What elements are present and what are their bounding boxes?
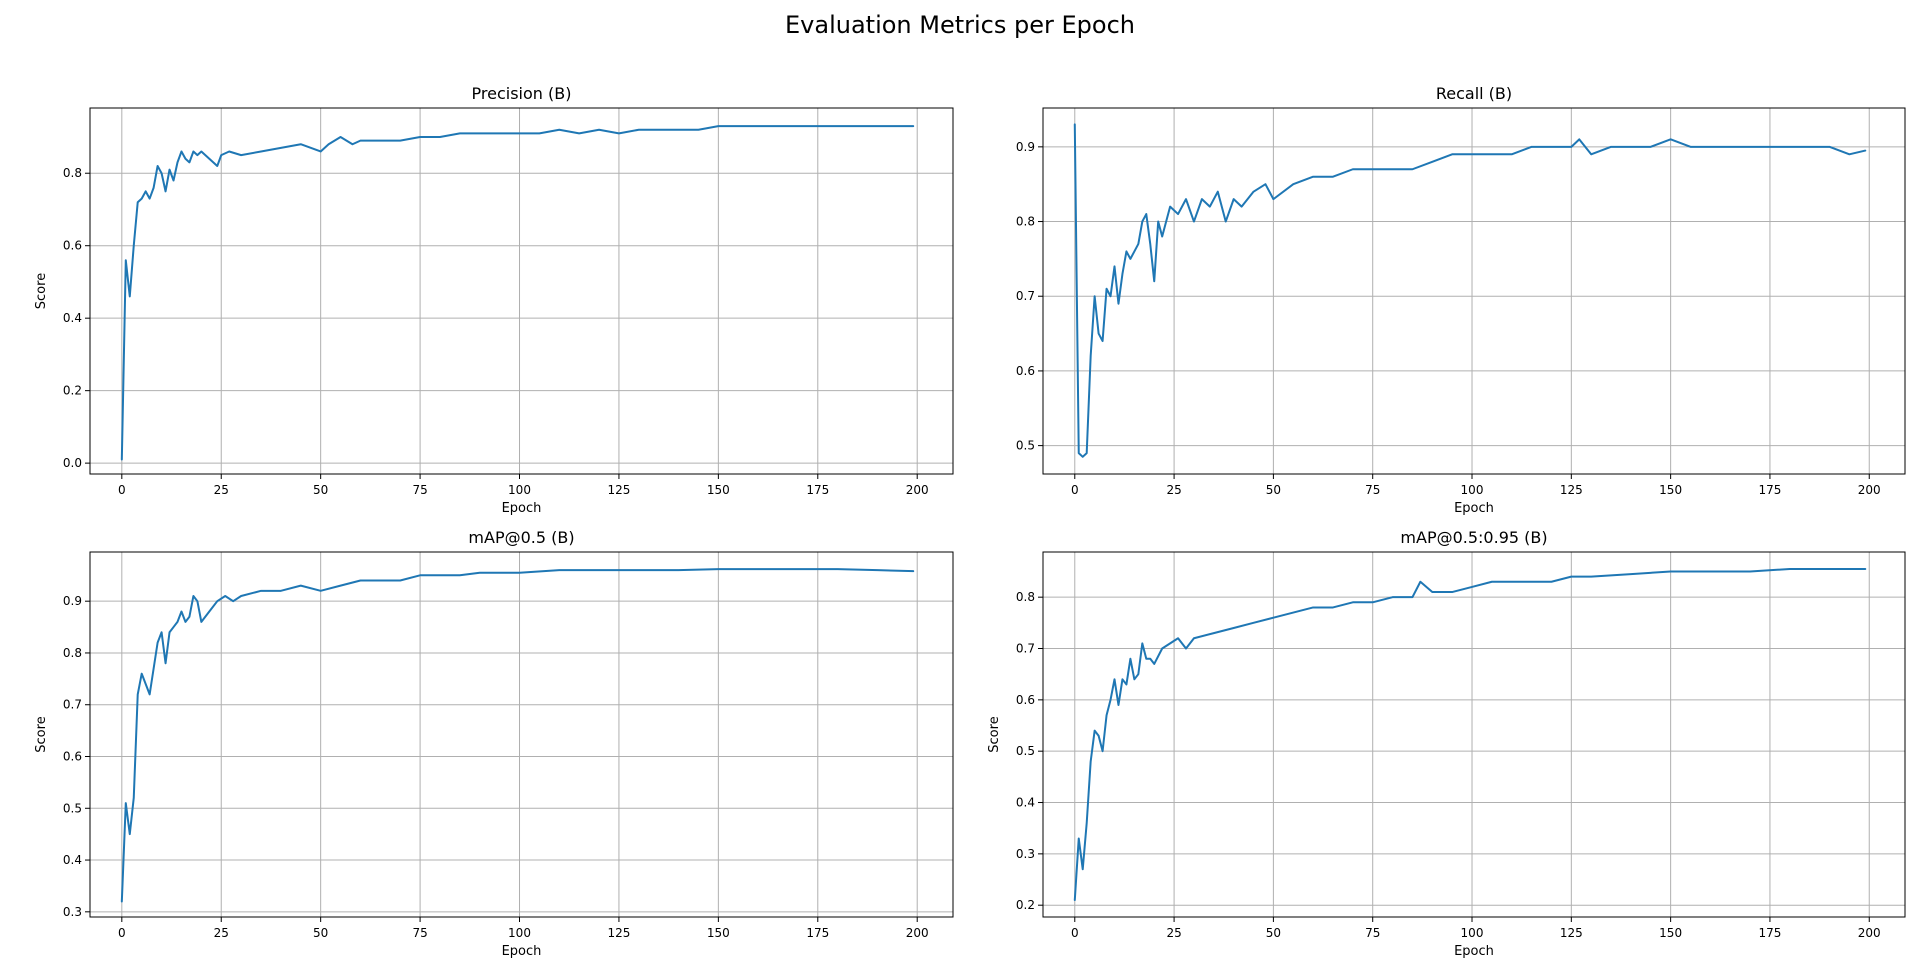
x-tick-label: 50 [313,926,328,940]
y-tick-label: 0.2 [63,384,82,398]
x-tick-label: 75 [1365,926,1380,940]
y-tick-label: 0.6 [63,239,82,253]
y-tick-label: 0.8 [63,646,82,660]
y-tick-label: 0.8 [1016,215,1035,229]
y-tick-label: 0.2 [1016,898,1035,912]
x-tick-label: 100 [1461,926,1484,940]
subplot-title: mAP@0.5:0.95 (B) [1400,528,1547,547]
series-line [1073,567,1867,902]
y-axis-label: Score [34,716,49,752]
x-tick-label: 25 [1166,926,1181,940]
x-tick-label: 125 [1560,483,1583,497]
y-tick-label: 0.6 [63,750,82,764]
x-tick-label: 125 [607,483,630,497]
series-line [120,125,915,461]
x-tick-label: 0 [1071,483,1079,497]
figure-title: Evaluation Metrics per Epoch [785,11,1135,39]
x-tick-label: 175 [1758,483,1781,497]
subplot-title: mAP@0.5 (B) [468,528,574,547]
x-tick-label: 0 [118,483,126,497]
x-tick-label: 0 [118,926,126,940]
x-tick-label: 150 [1659,483,1682,497]
y-tick-label: 0.8 [63,166,82,180]
x-tick-label: 150 [707,483,730,497]
y-tick-label: 0.7 [63,698,82,712]
x-axis-label: Epoch [1454,944,1494,959]
x-tick-label: 150 [1659,926,1682,940]
y-tick-label: 0.5 [1016,744,1035,758]
y-tick-label: 0.6 [1016,364,1035,378]
y-tick-label: 0.4 [63,853,82,867]
subplot-1: 0 25 50 75 100 125 150 175 200 0.0 0.2 0.4 0.6 0.8 Pre… [34,84,954,516]
x-tick-label: 125 [607,926,630,940]
x-tick-label: 75 [412,926,427,940]
subplot-title: Recall (B) [1436,84,1512,103]
x-tick-label: 150 [707,926,730,940]
subplot-2: 0 25 50 75 100 125 150 175 200 0.5 0.6 0.7 0.8 0.9 Rec… [1016,84,1906,516]
y-tick-label: 0.3 [63,905,82,919]
y-tick-label: 0.4 [63,311,82,325]
x-axis-label: Epoch [502,501,542,516]
x-tick-label: 50 [1266,926,1281,940]
x-tick-label: 25 [1166,483,1181,497]
y-tick-label: 0.7 [1016,642,1035,656]
x-tick-label: 75 [412,483,427,497]
x-tick-label: 175 [1758,926,1781,940]
y-axis-label: Score [987,716,1002,752]
subplot-3: 0 25 50 75 100 125 150 175 200 0.3 0.4 0.5 0.6 0.7 0.8… [34,528,954,959]
plot-frame [1042,107,1906,475]
y-tick-label: 0.3 [1016,847,1035,861]
x-tick-label: 50 [313,483,328,497]
plot-frame [1042,551,1906,918]
x-tick-label: 200 [1858,926,1881,940]
subplot-grid: 0 25 50 75 100 125 150 175 200 0.0 0.2 0.4 0.6 0.8 Pre… [34,84,1906,959]
x-tick-label: 50 [1266,483,1281,497]
plot-frame [89,107,954,475]
x-tick-label: 175 [806,483,829,497]
y-tick-label: 0.9 [63,594,82,608]
y-tick-label: 0.5 [1016,439,1035,453]
y-axis-label: Score [34,273,49,309]
x-tick-label: 200 [906,483,929,497]
y-tick-label: 0.4 [1016,796,1035,810]
subplot-title: Precision (B) [472,84,572,103]
y-tick-label: 0.5 [63,801,82,815]
x-tick-label: 25 [214,926,229,940]
x-tick-label: 25 [214,483,229,497]
y-tick-label: 0.8 [1016,590,1035,604]
y-tick-label: 0.9 [1016,140,1035,154]
x-tick-label: 100 [508,926,531,940]
x-tick-label: 200 [906,926,929,940]
series-line [1073,123,1867,458]
plot-frame [89,551,954,918]
x-tick-label: 125 [1560,926,1583,940]
x-tick-label: 100 [508,483,531,497]
x-tick-label: 0 [1071,926,1079,940]
y-tick-label: 0.7 [1016,289,1035,303]
x-tick-label: 75 [1365,483,1380,497]
x-tick-label: 200 [1858,483,1881,497]
subplot-4: 0 25 50 75 100 125 150 175 200 0.2 0.3 0.4 0.5 0.6 0.7… [987,528,1906,959]
y-tick-label: 0.6 [1016,693,1035,707]
x-axis-label: Epoch [502,944,542,959]
x-axis-label: Epoch [1454,501,1494,516]
y-tick-label: 0.0 [63,456,82,470]
x-tick-label: 100 [1461,483,1484,497]
series-line [120,568,915,903]
x-tick-label: 175 [806,926,829,940]
